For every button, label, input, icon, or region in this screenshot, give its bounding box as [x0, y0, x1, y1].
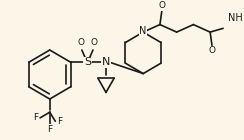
Text: F: F: [33, 113, 38, 122]
Text: NH: NH: [228, 13, 243, 23]
Text: O: O: [91, 38, 97, 47]
Text: O: O: [158, 1, 165, 10]
Text: N: N: [102, 57, 110, 67]
Text: N: N: [140, 26, 147, 36]
Text: F: F: [57, 117, 62, 126]
Text: S: S: [84, 57, 91, 67]
Text: F: F: [47, 125, 52, 134]
Text: O: O: [77, 38, 84, 47]
Text: O: O: [208, 46, 215, 55]
